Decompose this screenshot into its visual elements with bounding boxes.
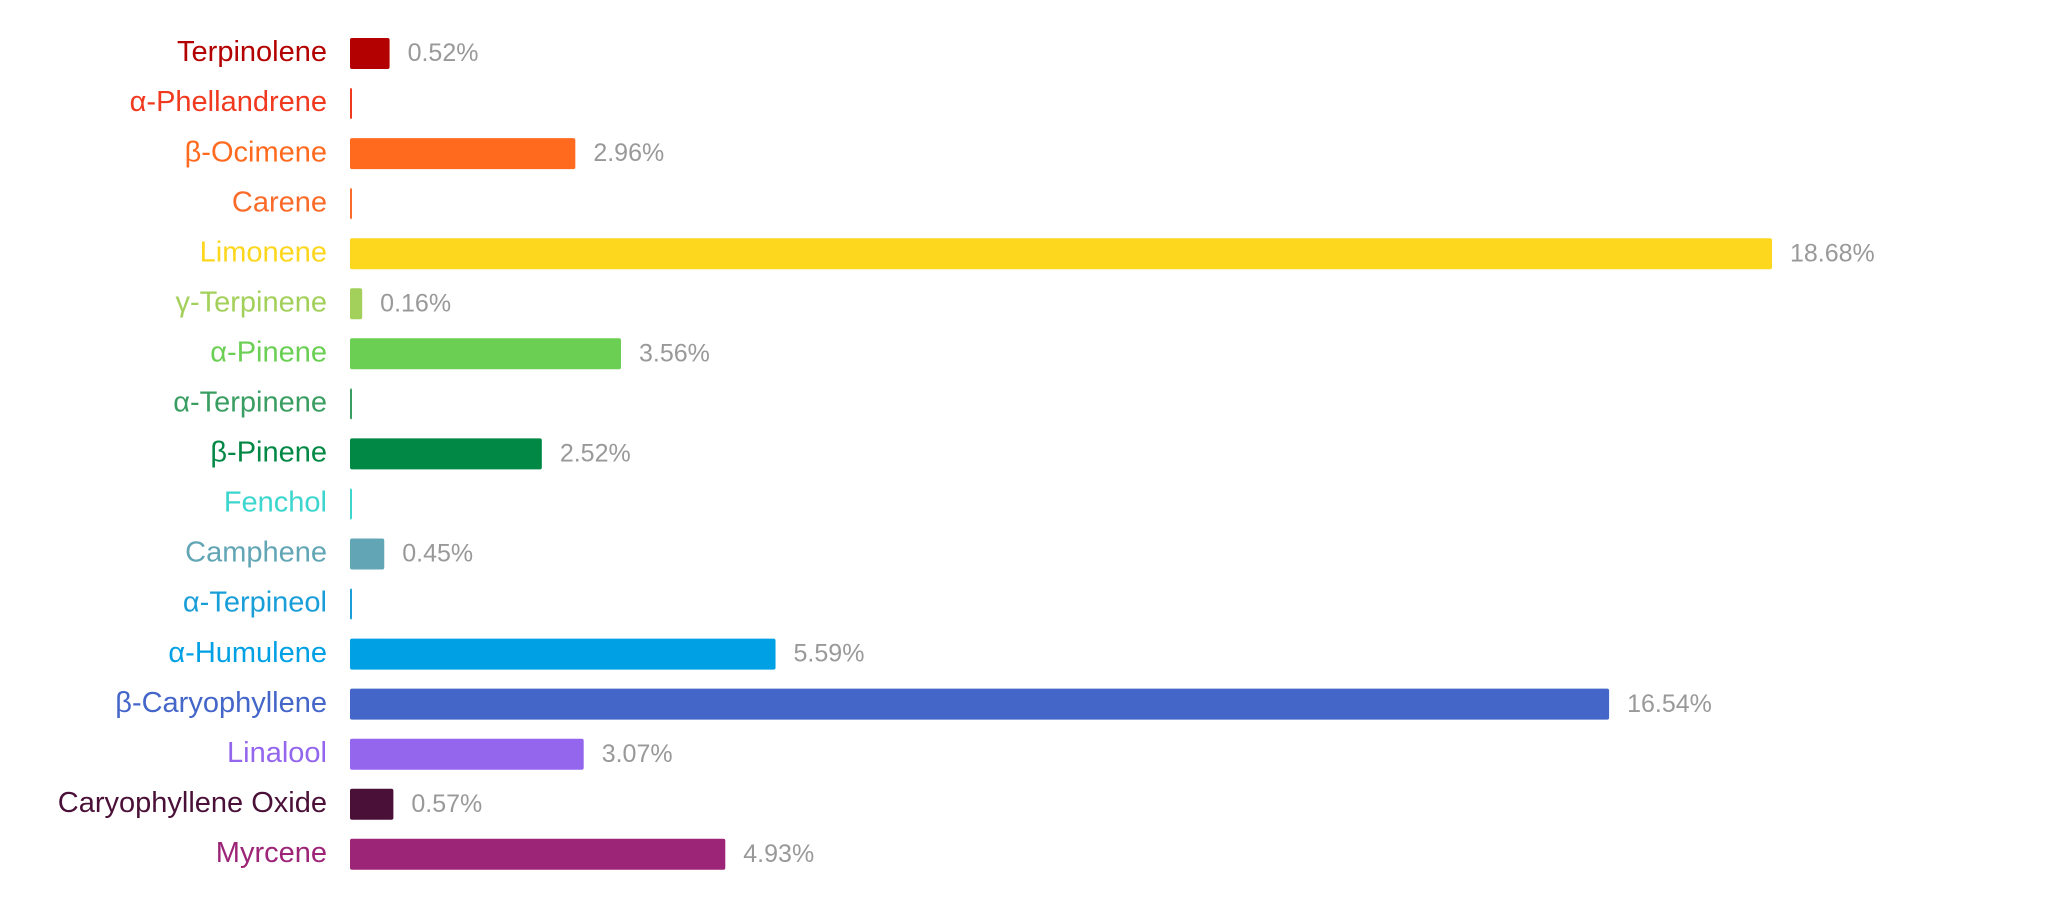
category-label: Fenchol — [224, 487, 327, 519]
bar — [350, 738, 584, 770]
category-label: Limonene — [200, 236, 327, 268]
value-label: 0.16% — [380, 289, 451, 317]
category-label: Linalool — [227, 737, 327, 769]
category-label: Camphene — [185, 537, 327, 569]
category-label: γ-Terpinene — [175, 286, 327, 318]
bar — [350, 688, 1610, 720]
bar — [350, 588, 352, 620]
bar — [350, 138, 576, 170]
bar — [350, 788, 394, 820]
category-label: α-Phellandrene — [130, 86, 327, 118]
bar — [350, 388, 352, 420]
bar — [350, 538, 385, 570]
category-label: Myrcene — [216, 837, 327, 869]
category-label: β-Caryophyllene — [115, 687, 327, 719]
bar — [350, 638, 776, 670]
bar — [350, 438, 542, 470]
category-label: β-Ocimene — [185, 136, 327, 168]
bar — [350, 88, 352, 120]
value-label: 0.57% — [411, 790, 482, 818]
bar — [350, 238, 1772, 270]
value-label: 16.54% — [1627, 690, 1712, 718]
bar — [350, 288, 363, 320]
value-label: 3.56% — [639, 339, 710, 367]
category-label: α-Pinene — [210, 336, 327, 368]
value-label: 2.96% — [593, 139, 664, 167]
bar — [350, 38, 390, 69]
bar — [350, 188, 352, 220]
value-label: 18.68% — [1790, 239, 1875, 267]
category-label: Caryophyllene Oxide — [58, 787, 327, 819]
value-label: 4.93% — [743, 840, 814, 868]
value-label: 0.52% — [408, 39, 479, 67]
category-label: β-Pinene — [210, 437, 327, 469]
bar — [350, 838, 726, 870]
category-label: α-Humulene — [168, 637, 327, 669]
value-label: 2.52% — [560, 440, 631, 468]
bar — [350, 488, 352, 520]
value-label: 0.45% — [402, 540, 473, 568]
category-label: α-Terpinene — [173, 387, 327, 419]
value-label: 5.59% — [794, 640, 865, 668]
category-label: Carene — [232, 186, 327, 218]
value-label: 3.07% — [602, 740, 673, 768]
category-label: Terpinolene — [177, 36, 327, 68]
category-label: α-Terpineol — [183, 587, 327, 619]
bar — [350, 338, 622, 370]
